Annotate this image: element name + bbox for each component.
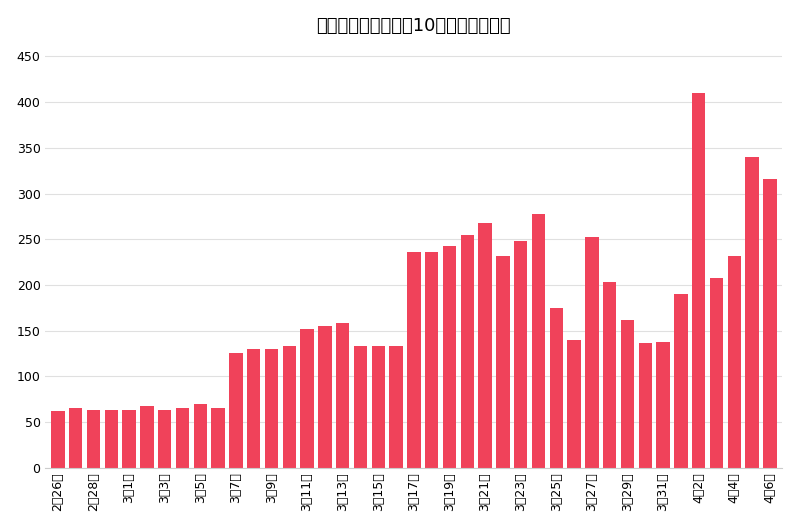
Bar <box>638 343 652 468</box>
Bar <box>728 256 741 468</box>
Bar <box>318 326 332 468</box>
Bar <box>283 346 296 468</box>
Bar <box>51 411 65 468</box>
Bar <box>176 408 189 468</box>
Bar <box>264 349 278 468</box>
Bar <box>389 346 403 468</box>
Bar <box>674 294 688 468</box>
Bar <box>692 93 706 468</box>
Bar <box>300 329 314 468</box>
Bar <box>496 256 510 468</box>
Bar <box>336 323 349 468</box>
Bar <box>657 342 670 468</box>
Bar <box>460 234 474 468</box>
Bar <box>69 408 82 468</box>
Bar <box>621 319 634 468</box>
Bar <box>603 282 616 468</box>
Bar <box>212 408 225 468</box>
Bar <box>710 278 723 468</box>
Bar <box>105 410 118 468</box>
Bar <box>229 353 243 468</box>
Bar <box>425 252 439 468</box>
Bar <box>479 223 491 468</box>
Bar <box>354 346 368 468</box>
Bar <box>585 238 598 468</box>
Bar <box>550 308 563 468</box>
Bar <box>443 246 456 468</box>
Bar <box>193 404 207 468</box>
Bar <box>532 214 545 468</box>
Bar <box>567 340 581 468</box>
Title: ウィーズくん部屋（10代）日別相談数: ウィーズくん部屋（10代）日別相談数 <box>316 17 511 35</box>
Bar <box>140 406 153 468</box>
Bar <box>763 179 777 468</box>
Bar <box>745 157 759 468</box>
Bar <box>158 410 171 468</box>
Bar <box>514 241 527 468</box>
Bar <box>87 410 100 468</box>
Bar <box>247 349 260 468</box>
Bar <box>372 346 385 468</box>
Bar <box>122 410 136 468</box>
Bar <box>407 252 420 468</box>
